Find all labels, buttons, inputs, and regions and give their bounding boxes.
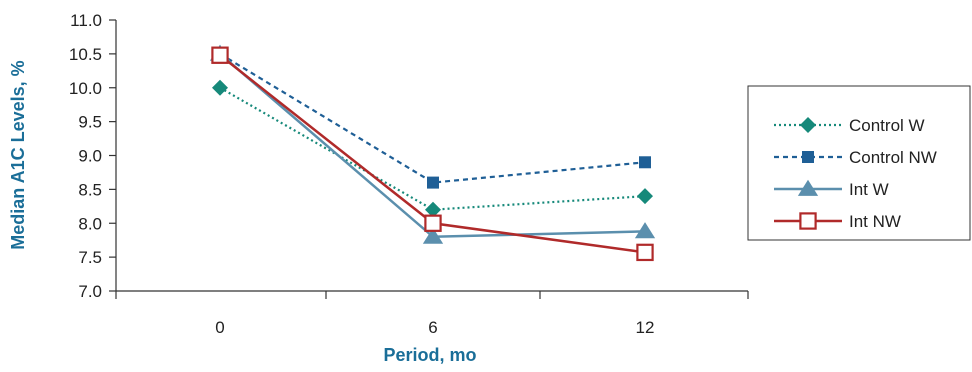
legend-marker [799,212,817,230]
y-tick-label: 10.0 [69,79,102,98]
legend-label: Int W [849,180,889,199]
y-tick-label: 7.0 [78,282,102,301]
data-point [212,79,228,96]
legend-label: Control NW [849,148,937,167]
legend-marker [802,151,814,163]
legend-entry: Int NW [774,212,901,231]
y-tick-label: 7.5 [78,248,102,267]
legend-marker [797,179,819,196]
x-axis-title: Period, mo [383,345,476,365]
data-point [637,188,653,205]
legend-label: Int NW [849,212,901,231]
y-tick-label: 10.5 [69,45,102,64]
data-point [634,222,656,239]
y-tick-label: 8.0 [78,214,102,233]
data-point [636,243,654,262]
data-point [211,46,229,64]
legend: Control W Control NW Int W Int NW [747,85,971,241]
data-point [424,214,442,232]
y-tick-label: 9.0 [78,147,102,166]
data-point [422,227,444,244]
legend-marker [800,117,816,133]
series-control-nw [214,47,651,189]
y-tick-label: 9.5 [78,113,102,132]
legend-label: Control W [849,116,925,135]
x-tick-label: 12 [636,318,655,337]
data-point [427,176,439,189]
y-tick-label: 8.5 [78,180,102,199]
series-layer [209,44,656,262]
legend-entry: Control W [774,116,925,135]
series-int-nw [211,46,654,262]
x-tick-label: 0 [215,318,224,337]
data-point [639,156,651,169]
y-axis-title: Median A1C Levels, % [8,60,28,249]
data-point [425,201,441,218]
legend-entry: Control NW [774,148,937,167]
legend-box [747,85,971,241]
series-control-w [212,79,653,218]
legend-entry: Int W [774,179,889,199]
axes: 7.0 7.5 8.0 8.5 9.0 9.5 10.0 10.5 11.0 0 6 12 [69,11,749,337]
series-line [219,52,646,184]
y-tick-label: 11.0 [70,11,102,30]
x-tick-label: 6 [428,318,437,337]
